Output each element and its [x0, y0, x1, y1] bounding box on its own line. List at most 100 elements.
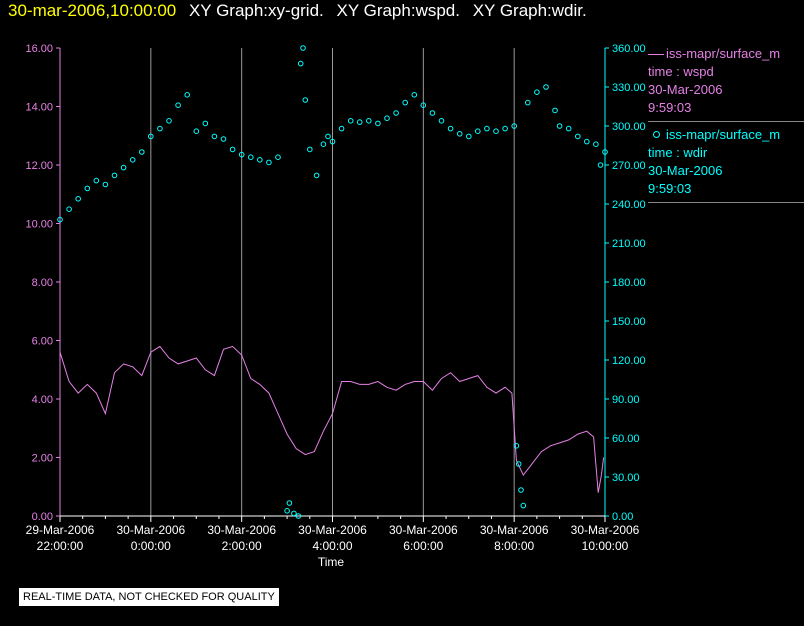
series-point-wdir	[286, 500, 293, 506]
y-right-tick-label: 150.00	[612, 316, 646, 328]
x-tick-time-label: 4:00:00	[312, 539, 352, 553]
series-point-wdir	[229, 146, 236, 153]
y-right-tick-label: 90.00	[612, 394, 640, 406]
y-left-tick-label: 12.00	[25, 160, 53, 172]
x-tick-time-label: 0:00:00	[131, 539, 171, 553]
x-tick-date-label: 30-Mar-2006	[207, 523, 276, 537]
x-tick-time-label: 22:00:00	[37, 539, 84, 553]
series-point-wdir	[429, 110, 436, 116]
series-point-wdir	[456, 131, 463, 137]
series-point-wdir	[302, 97, 309, 103]
series-point-wdir	[220, 136, 227, 142]
series-point-wdir	[202, 120, 209, 127]
series-point-wdir	[347, 118, 354, 124]
legend-entry-wdir: iss-mapr/surface_m	[648, 126, 804, 144]
series-point-wdir	[384, 115, 390, 121]
series-point-wdir	[148, 133, 154, 140]
y-left-tick-label: 16.00	[25, 43, 53, 55]
series-point-wdir	[597, 162, 604, 168]
header-timestamp: 30-mar-2006,10:00:00	[8, 1, 177, 20]
circle-marker-icon	[653, 131, 660, 138]
series-point-wdir	[593, 141, 599, 147]
series-point-wdir	[602, 149, 608, 155]
series-point-wdir	[184, 92, 190, 98]
series-point-wdir	[120, 164, 127, 171]
x-axis-label: Time	[318, 555, 345, 569]
series-point-wdir	[248, 154, 254, 160]
tick-labels: 0.00 2.00 4.00 6.00 8.00 10.00 12.00 14.00 16.00…	[25, 43, 645, 553]
series-point-wdir	[502, 125, 508, 132]
y-left-tick-label: 14.00	[25, 102, 53, 114]
series-point-wdir	[420, 102, 427, 108]
series-point-wdir	[284, 508, 290, 514]
header-graph-wdir: XY Graph:wdir.	[472, 1, 587, 20]
series-point-wdir	[565, 125, 572, 132]
legend-divider	[648, 117, 804, 122]
x-tick-time-label: 10:00:00	[582, 539, 629, 553]
y-right-tick-label: 300.00	[612, 121, 646, 133]
series-point-wdir	[438, 118, 445, 124]
series-point-wdir	[518, 487, 524, 493]
series-point-wdir	[238, 151, 245, 158]
y-right-tick-label: 330.00	[612, 82, 646, 94]
y-left-tick-label: 2.00	[32, 453, 53, 465]
series-point-wdir	[329, 138, 336, 145]
y-right-tick-label: 0.00	[612, 511, 633, 523]
vertical-gridlines	[59, 48, 606, 516]
series-point-wdir	[139, 149, 145, 155]
y-left-tick-label: 6.00	[32, 336, 53, 348]
x-tick-date-label: 29-Mar-2006	[26, 523, 95, 537]
series-point-wdir	[366, 118, 372, 124]
series-point-wdir	[93, 177, 100, 184]
series-point-wdir	[84, 185, 91, 192]
series-point-wdir	[211, 133, 218, 140]
series-point-wdir	[513, 443, 520, 449]
y-right-tick-label: 210.00	[612, 238, 646, 250]
series-line-wspd	[59, 345, 605, 493]
y-left-tick-label: 10.00	[25, 219, 53, 231]
legend-wspd-line-3: 9:59:03	[648, 100, 692, 115]
x-tick-date-label: 30-Mar-2006	[298, 523, 367, 537]
header-graph-wspd: XY Graph:wspd.	[336, 1, 460, 20]
y-right-tick-label: 360.00	[612, 43, 646, 55]
y-right-tick-label: 240.00	[612, 199, 646, 211]
series-point-wdir	[475, 128, 481, 134]
series-point-wdir	[515, 461, 522, 467]
series-point-wdir	[307, 146, 313, 153]
series-point-wdir	[266, 159, 272, 166]
quality-notice: REAL-TIME DATA, NOT CHECKED FOR QUALITY	[19, 588, 279, 606]
legend-wdir-line-2: 30-Mar-2006	[648, 163, 723, 178]
series-point-wdir	[520, 502, 527, 509]
legend-wdir-line-1: time : wdir	[648, 145, 708, 160]
series-point-wdir	[129, 157, 136, 163]
x-tick-date-label: 30-Mar-2006	[389, 523, 458, 537]
series-point-wdir	[325, 133, 331, 140]
series-point-wdir	[447, 125, 454, 132]
series-point-wdir	[75, 196, 81, 202]
chart-header: 30-mar-2006,10:00:00 XY Graph:xy-grid. X…	[8, 1, 587, 21]
series-point-wdir	[493, 128, 499, 134]
series-point-wdir	[375, 120, 381, 127]
series-point-wdir	[552, 107, 558, 114]
series-point-wdir	[193, 128, 200, 134]
series-point-wdir	[57, 216, 63, 223]
x-tick-date-label: 30-Mar-2006	[480, 523, 549, 537]
header-graph-grid: XY Graph:xy-grid.	[188, 1, 324, 20]
series-point-wdir	[175, 102, 181, 108]
series-point-wdir	[66, 206, 72, 212]
series-point-wdir	[534, 89, 540, 95]
legend-wspd-line-2: 30-Mar-2006	[648, 82, 723, 97]
series-point-wdir	[297, 60, 304, 67]
series-point-wdir	[157, 125, 163, 132]
legend-wspd-line-1: time : wspd	[648, 64, 714, 79]
series-point-wdir	[575, 133, 581, 140]
series-point-wdir	[556, 123, 563, 129]
legend-name-wspd: iss-mapr/surface_m	[666, 46, 781, 61]
series-point-wdir	[584, 138, 590, 145]
series-point-wdir	[511, 123, 518, 129]
series-point-wdir	[402, 99, 409, 106]
y-right-tick-label: 60.00	[612, 433, 640, 445]
line-swatch-icon	[648, 54, 664, 55]
y-right-tick-label: 270.00	[612, 160, 646, 172]
x-tick-date-label: 30-Mar-2006	[116, 523, 185, 537]
